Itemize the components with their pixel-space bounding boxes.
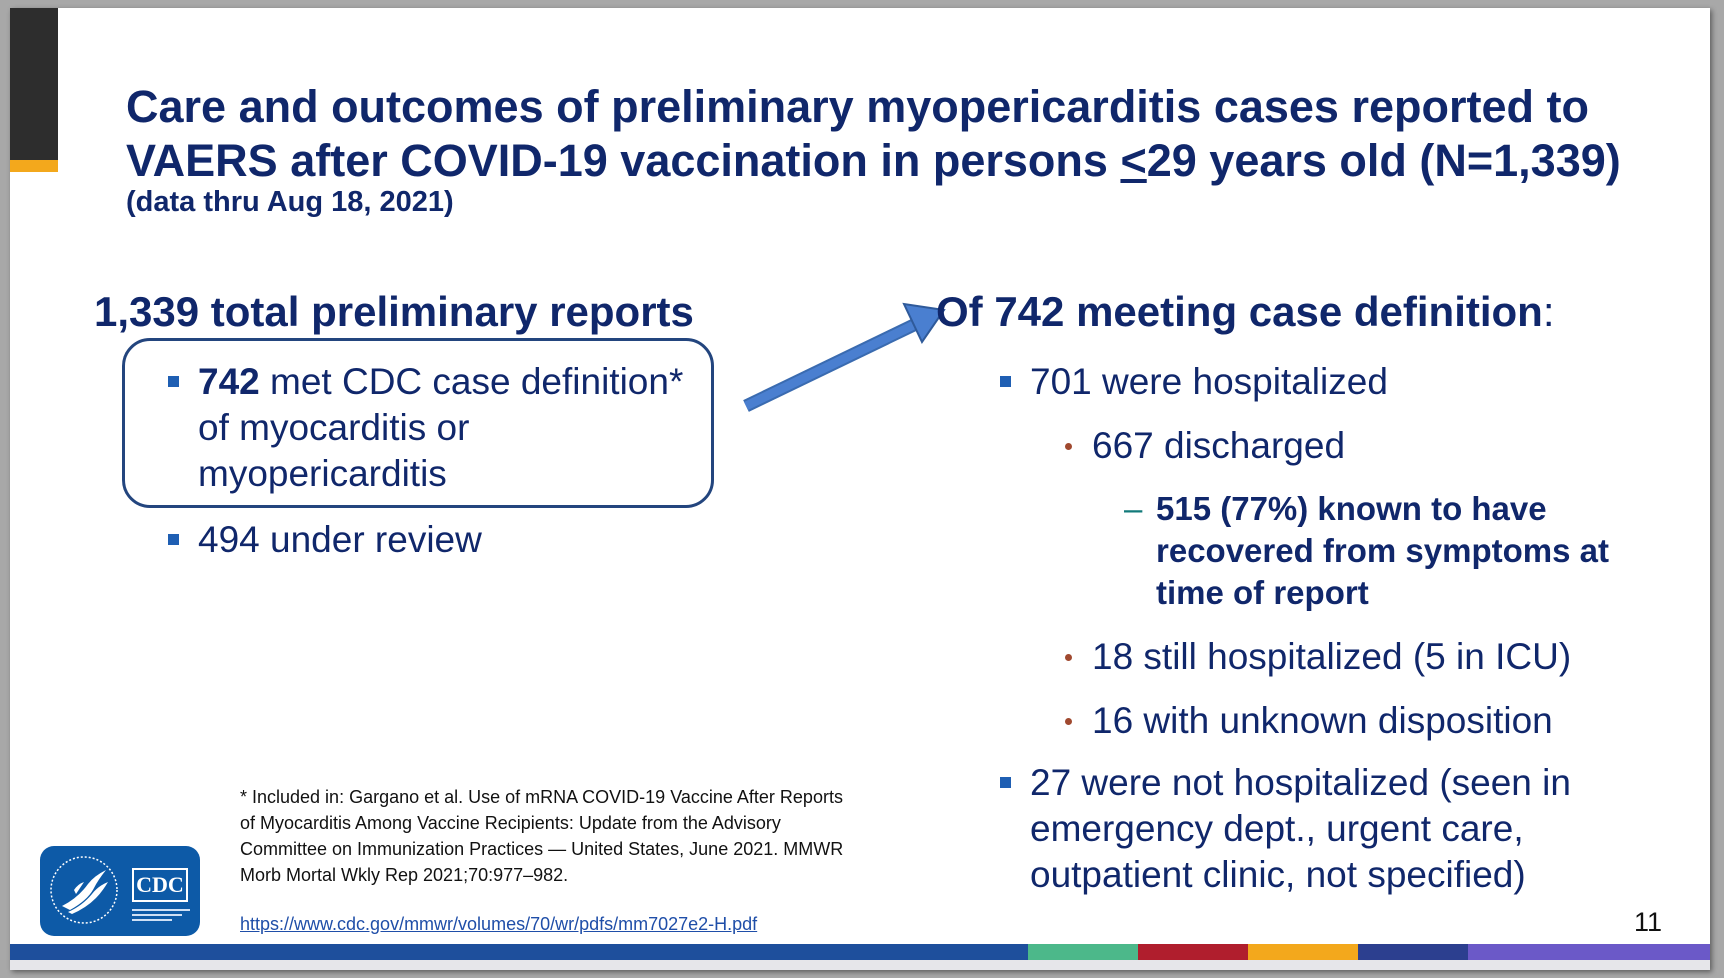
square-bullet-icon: [1000, 777, 1011, 788]
mmwr-link[interactable]: https://www.cdc.gov/mmwr/volumes/70/wr/p…: [240, 914, 758, 934]
title-underlined-symbol: <: [1120, 135, 1147, 186]
right-item-text: 27 were not hospitalized (seen in emerge…: [1030, 762, 1571, 895]
band-segment-navy: [1358, 944, 1468, 960]
right-heading: Of 742 meeting case definition:: [936, 286, 1555, 338]
band-shadow: [10, 960, 1710, 970]
bottom-color-band: [10, 944, 1710, 960]
left-item-under-review: 494 under review: [168, 517, 718, 563]
cdc-logo: CDC: [40, 846, 200, 936]
right-heading-colon: :: [1542, 288, 1555, 335]
left-item-text: 494 under review: [198, 519, 482, 560]
band-segment-red: [1138, 944, 1248, 960]
right-item-recovered: – 515 (77%) known to have recovered from…: [1124, 488, 1656, 614]
dash-bullet-icon: –: [1124, 490, 1143, 527]
right-item-still-hospitalized: 18 still hospitalized (5 in ICU): [1065, 634, 1672, 680]
band-segment-blue: [10, 944, 1028, 960]
title-part-1: Care and outcomes of preliminary myoperi…: [126, 81, 1589, 186]
left-item-text: met CDC case definition* of myocarditis …: [198, 361, 684, 494]
right-item-unknown-disposition: 16 with unknown disposition: [1065, 698, 1672, 744]
round-bullet-icon: [1065, 654, 1072, 661]
left-item-count: 742: [198, 361, 260, 402]
callout-box: [122, 338, 714, 508]
band-segment-purple: [1468, 944, 1710, 960]
arrow-icon: [743, 302, 946, 412]
cdc-wordmark: CDC: [132, 868, 188, 902]
right-item-hospitalized: 701 were hospitalized: [1000, 359, 1680, 405]
page-number: 11: [1634, 907, 1663, 937]
corner-accent-bar: [10, 160, 58, 172]
square-bullet-icon: [168, 534, 179, 545]
right-item-text: 701 were hospitalized: [1030, 361, 1388, 402]
round-bullet-icon: [1065, 718, 1072, 725]
right-item-text: 515 (77%) known to have recovered from s…: [1156, 490, 1609, 611]
right-item-not-hospitalized: 27 were not hospitalized (seen in emerge…: [1000, 760, 1650, 898]
right-item-text: 18 still hospitalized (5 in ICU): [1092, 636, 1572, 677]
hhs-seal-icon: [50, 856, 118, 924]
band-segment-green: [1028, 944, 1138, 960]
left-item-case-definition: 742 met CDC case definition* of myocardi…: [168, 359, 718, 497]
square-bullet-icon: [168, 376, 179, 387]
round-bullet-icon: [1065, 443, 1072, 450]
title-part-2: 29 years old (N=1,339): [1146, 135, 1621, 186]
slide: Care and outcomes of preliminary myoperi…: [10, 8, 1710, 970]
right-item-text: 667 discharged: [1092, 425, 1346, 466]
right-heading-text: Of 742 meeting case definition: [936, 288, 1543, 335]
slide-title: Care and outcomes of preliminary myoperi…: [126, 80, 1666, 188]
right-item-discharged: 667 discharged: [1065, 423, 1672, 469]
right-item-text: 16 with unknown disposition: [1092, 700, 1553, 741]
corner-bar: [10, 8, 58, 160]
left-heading: 1,339 total preliminary reports: [94, 288, 694, 335]
band-segment-gold: [1248, 944, 1358, 960]
slide-subtitle: (data thru Aug 18, 2021): [126, 186, 454, 218]
footnote: * Included in: Gargano et al. Use of mRN…: [240, 787, 844, 885]
cdc-tagline-icon: [132, 909, 190, 921]
square-bullet-icon: [1000, 376, 1011, 387]
